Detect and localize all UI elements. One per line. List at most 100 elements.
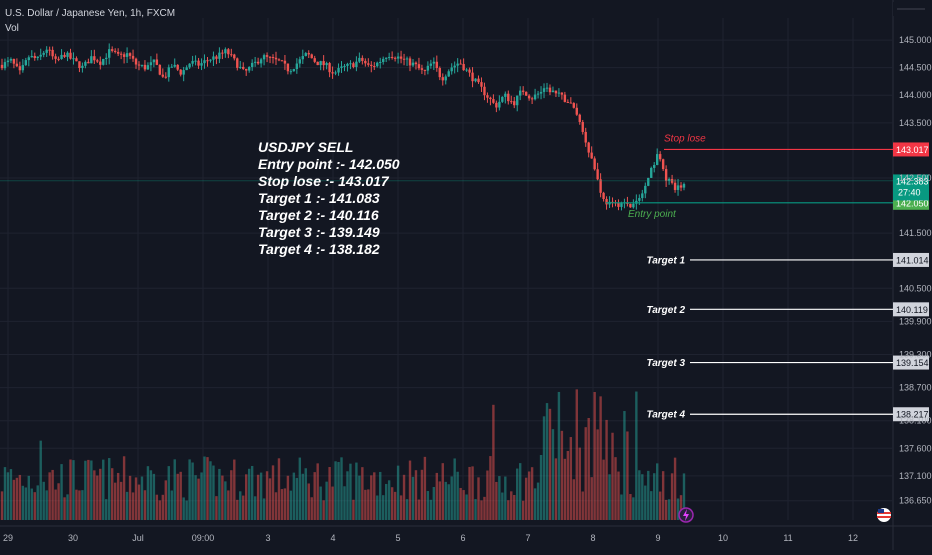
volume-bar	[182, 497, 185, 520]
candle-body	[483, 86, 486, 96]
candle-body	[131, 55, 135, 59]
candle-body	[12, 58, 16, 64]
candle-body	[212, 56, 215, 60]
candle-body	[551, 90, 555, 93]
candle-body	[277, 59, 281, 61]
price-axis[interactable]: 145.000 144.500 144.000 143.500 142.500 141.5…	[899, 35, 932, 506]
time-tick-label: 7	[525, 533, 530, 543]
candle-body	[304, 53, 307, 57]
volume-bar	[57, 483, 60, 520]
volume-bar	[361, 467, 364, 520]
volume-bar	[3, 467, 7, 520]
candle-body	[456, 63, 459, 66]
candle-body	[110, 49, 114, 51]
candle-body	[116, 51, 120, 54]
volume-bar	[304, 468, 307, 520]
volume-bar	[194, 475, 197, 520]
time-axis[interactable]: 29 30 Jul 09:00 3 4 5 6 7 8 9 10 11 12	[3, 533, 858, 543]
volume-bar	[280, 489, 284, 520]
volume-bar	[423, 456, 427, 520]
candle-body	[39, 54, 42, 57]
candle-body	[462, 63, 465, 71]
candle-body	[90, 56, 93, 64]
volume-bar	[188, 459, 191, 520]
volume-bar	[346, 471, 349, 520]
volume-bar	[629, 494, 632, 520]
candle-body	[453, 65, 456, 68]
candle-body	[179, 69, 182, 75]
candle-body	[641, 193, 644, 199]
volume-bar	[626, 431, 629, 520]
volume-bar	[623, 411, 626, 520]
time-tick-label: 6	[460, 533, 465, 543]
candle-body	[182, 70, 185, 75]
candle-body	[137, 64, 141, 66]
volume-bar	[212, 465, 215, 520]
candle-body	[670, 179, 674, 183]
candle-body	[295, 63, 299, 70]
level-lines[interactable]: 143.017 Stop lose 142.050 Entry point 141.01…	[0, 133, 929, 422]
candle-body	[581, 121, 584, 132]
candle-body	[128, 53, 132, 56]
flag-icon[interactable]	[877, 508, 891, 522]
volume-bar	[676, 498, 680, 520]
candle-body	[313, 58, 316, 62]
volume-bar	[632, 497, 635, 520]
volume-bar	[608, 474, 611, 520]
candle-body	[602, 192, 605, 199]
candle-body	[113, 50, 117, 52]
candle-body	[382, 58, 385, 63]
candle-body	[206, 60, 209, 62]
note-line: Target 3 :- 139.149	[258, 224, 380, 240]
note-line: Target 2 :- 140.116	[258, 207, 379, 223]
candle-body	[75, 58, 78, 62]
candle-body	[224, 49, 227, 54]
volume-bar	[536, 482, 540, 520]
candle-body	[185, 67, 188, 71]
volume-bar	[6, 472, 10, 520]
candle-body	[539, 91, 543, 94]
price-tick-label: 141.500	[899, 228, 932, 238]
trade-note: USDJPY SELL Entry point :- 142.050 Stop …	[258, 139, 400, 257]
volume-bar	[334, 461, 337, 520]
volume-bar	[581, 491, 584, 520]
candle-body	[370, 64, 373, 67]
volume-bar	[614, 457, 617, 520]
volume-bar	[337, 461, 340, 520]
volume-bar	[164, 480, 167, 520]
volume-bar	[239, 491, 242, 520]
volume-bar	[242, 495, 245, 520]
candle-body	[209, 59, 212, 61]
time-tick-label: 9	[655, 533, 660, 543]
volume-bar	[9, 469, 13, 520]
candle-body	[358, 57, 361, 62]
alert-icon[interactable]	[678, 507, 694, 523]
candle-body	[54, 56, 57, 59]
volume-bar	[673, 457, 677, 520]
candle-body	[447, 71, 450, 77]
volume-bar	[492, 404, 495, 520]
candle-body	[340, 66, 343, 68]
candle-body	[33, 55, 36, 59]
volume-bar	[599, 396, 602, 520]
volume-bar	[292, 472, 296, 520]
candle-body	[325, 63, 328, 66]
level-price-label: 143.017	[896, 145, 929, 155]
candle-body	[301, 56, 304, 60]
candle-body	[63, 54, 66, 57]
settings-icon[interactable]	[893, 2, 929, 16]
volume-bar	[658, 491, 662, 520]
volume-bar	[277, 458, 281, 520]
volume-bar	[551, 429, 555, 520]
volume-bar	[545, 403, 549, 520]
candle-body	[367, 63, 370, 65]
candle-body	[319, 61, 322, 66]
volume-bar	[661, 471, 665, 520]
volume-bar	[513, 494, 516, 520]
volume-bar	[501, 492, 504, 520]
volume-bar	[286, 475, 290, 520]
volume-bar	[99, 468, 102, 520]
volume-bar	[566, 450, 570, 520]
